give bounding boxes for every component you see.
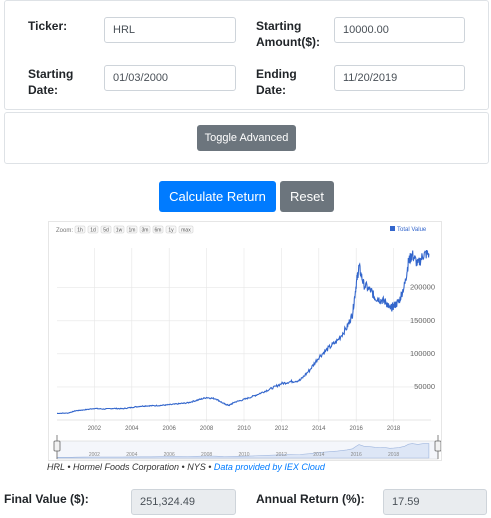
y-tick-label: 150000 bbox=[410, 316, 435, 325]
zoom-button-label: 1y bbox=[168, 228, 174, 234]
zoom-button-1w[interactable]: 1w bbox=[113, 225, 125, 234]
x-tick-label: 2008 bbox=[200, 426, 214, 432]
zoom-button-bg bbox=[178, 225, 194, 234]
zoom-button-bg bbox=[113, 225, 125, 234]
x-axis-tick-labels: 2002 2004 2006 2008 2010 2012 2014 2016 2018 bbox=[88, 426, 401, 432]
zoom-button-1d[interactable]: 1d bbox=[87, 225, 99, 234]
y-tick-label: 100000 bbox=[410, 349, 435, 358]
final-value-field: 251,324.49 bbox=[131, 489, 236, 515]
ending-date-label-line2: Date: bbox=[256, 83, 287, 97]
zoom-button-bg bbox=[74, 225, 86, 234]
navigator-right-handle[interactable] bbox=[434, 440, 441, 452]
navigator-area bbox=[56, 443, 430, 459]
x-tick-label: 2006 bbox=[163, 426, 177, 432]
zoom-button-1h[interactable]: 1h bbox=[74, 225, 86, 234]
total-value-series-line bbox=[56, 249, 430, 415]
zoom-button-bg bbox=[139, 225, 151, 234]
zoom-button-label: 1d bbox=[90, 228, 96, 234]
zoom-button-label: 5d bbox=[103, 228, 109, 234]
zoom-button-bg bbox=[152, 225, 164, 234]
starting-amount-input[interactable]: 10000.00 bbox=[334, 17, 465, 43]
ending-date-input[interactable]: 11/20/2019 bbox=[334, 65, 465, 91]
zoom-button-5d[interactable]: 5d bbox=[100, 225, 112, 234]
starting-date-label: Starting Date: bbox=[28, 66, 73, 98]
x-tick-label: 2012 bbox=[275, 426, 289, 432]
ending-date-label-line1: Ending bbox=[256, 67, 297, 81]
zoom-label: Zoom: bbox=[56, 228, 73, 234]
starting-date-input[interactable]: 01/03/2000 bbox=[104, 65, 236, 91]
x-tick-label: 2004 bbox=[125, 426, 139, 432]
zoom-button-label: 6m bbox=[155, 228, 162, 234]
navigator-tick-label: 2002 bbox=[89, 452, 100, 458]
zoom-button-6m[interactable]: 6m bbox=[152, 225, 164, 234]
zoom-button-label: 1m bbox=[129, 228, 136, 234]
navigator-tick-label: 2004 bbox=[126, 452, 137, 458]
zoom-button-3m[interactable]: 3m bbox=[139, 225, 151, 234]
zoom-button-bg bbox=[126, 225, 138, 234]
annual-return-field: 17.59 bbox=[383, 489, 487, 515]
chart-gridlines bbox=[57, 248, 431, 422]
starting-date-label-line1: Starting bbox=[28, 67, 74, 81]
zoom-button-label: 1w bbox=[116, 228, 123, 234]
chart-caption: HRL • Hormel Foods Corporation • NYS • D… bbox=[47, 462, 325, 472]
navigator-tick-label: 2010 bbox=[238, 452, 249, 458]
starting-date-label-line2: Date: bbox=[28, 83, 59, 97]
reset-button[interactable]: Reset bbox=[280, 181, 334, 212]
chart-navigator[interactable]: 2002 2004 2006 2008 2010 2012 2014 2016 2018 bbox=[53, 435, 441, 460]
zoom-button-label: max bbox=[181, 228, 191, 234]
stock-chart: 50000 100000 150000 200000 2002 2004 2006 2008… bbox=[48, 221, 442, 461]
starting-amount-label-line2: Amount($): bbox=[256, 35, 320, 49]
ticker-label: Ticker: bbox=[28, 19, 68, 33]
zoom-buttons: 1h 1d 5d 1w 1m 3m 6m 1y max bbox=[74, 225, 194, 234]
x-tick-label: 2010 bbox=[237, 426, 251, 432]
zoom-button-max[interactable]: max bbox=[178, 225, 194, 234]
navigator-tick-label: 2012 bbox=[276, 452, 287, 458]
zoom-button-bg bbox=[165, 225, 177, 234]
x-tick-label: 2014 bbox=[312, 426, 326, 432]
navigator-tick-label: 2006 bbox=[164, 452, 175, 458]
x-tick-label: 2016 bbox=[350, 426, 364, 432]
y-axis-tick-labels: 50000 100000 150000 200000 bbox=[410, 283, 435, 391]
iex-cloud-link[interactable]: Data provided by IEX Cloud bbox=[213, 462, 325, 472]
zoom-button-bg bbox=[100, 225, 112, 234]
chart-svg: 50000 100000 150000 200000 2002 2004 2006 2008… bbox=[53, 225, 441, 460]
navigator-left-handle[interactable] bbox=[53, 440, 61, 452]
calculate-return-button[interactable]: Calculate Return bbox=[159, 181, 276, 212]
zoom-button-label: 1h bbox=[77, 228, 83, 234]
zoom-button-1m[interactable]: 1m bbox=[126, 225, 138, 234]
navigator-tick-labels: 2002 2004 2006 2008 2010 2012 2014 2016 2018 bbox=[89, 452, 400, 458]
y-tick-label: 200000 bbox=[410, 283, 435, 292]
navigator-tick-label: 2016 bbox=[351, 452, 362, 458]
x-tick-label: 2018 bbox=[387, 426, 401, 432]
starting-amount-label-line1: Starting bbox=[256, 19, 302, 33]
navigator-tick-label: 2018 bbox=[388, 452, 399, 458]
navigator-tick-label: 2014 bbox=[313, 452, 324, 458]
zoom-button-bg bbox=[87, 225, 99, 234]
starting-amount-label: Starting Amount($): bbox=[256, 18, 320, 50]
x-tick-label: 2002 bbox=[88, 426, 102, 432]
navigator-tick-label: 2008 bbox=[201, 452, 212, 458]
ending-date-label: Ending Date: bbox=[256, 66, 297, 98]
annual-return-label: Annual Return (%): bbox=[256, 492, 365, 506]
zoom-button-1y[interactable]: 1y bbox=[165, 225, 177, 234]
final-value-label: Final Value ($): bbox=[4, 492, 89, 506]
legend-label: Total Value bbox=[397, 227, 427, 233]
ticker-input[interactable]: HRL bbox=[104, 17, 236, 43]
toggle-advanced-button[interactable]: Toggle Advanced bbox=[197, 125, 296, 151]
caption-company-info: HRL • Hormel Foods Corporation • NYS • bbox=[47, 462, 214, 472]
y-tick-label: 50000 bbox=[414, 382, 435, 391]
legend-swatch bbox=[390, 226, 395, 231]
zoom-button-label: 3m bbox=[142, 228, 149, 234]
